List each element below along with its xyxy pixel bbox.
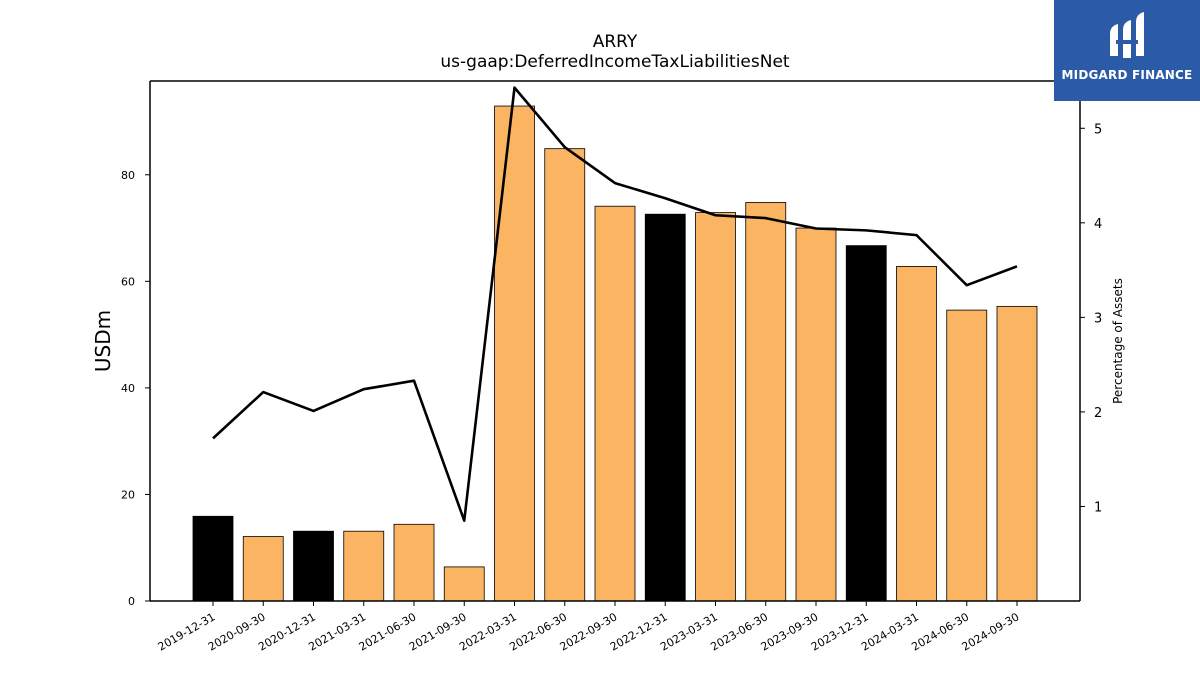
bar xyxy=(644,213,686,602)
y-tick-label: 80 xyxy=(121,169,135,182)
bar xyxy=(192,515,234,602)
percentage-line xyxy=(212,86,1018,522)
bar xyxy=(393,523,435,602)
bar xyxy=(795,227,837,602)
y2-tick-label: 1 xyxy=(1094,500,1102,515)
bar xyxy=(896,266,937,602)
y2-tick-label: 5 xyxy=(1094,122,1102,137)
bar xyxy=(494,105,535,602)
y-tick-label: 40 xyxy=(121,382,135,395)
bar xyxy=(946,309,988,602)
y2-tick-label: 4 xyxy=(1094,217,1102,232)
bar xyxy=(343,530,385,602)
bar xyxy=(594,205,636,602)
bar xyxy=(996,305,1038,602)
chart-title: ARRY xyxy=(592,32,638,52)
bar xyxy=(695,212,736,602)
midgard-finance-logo: MIDGARD FINANCE xyxy=(1054,0,1200,101)
bar xyxy=(845,245,887,602)
bar xyxy=(544,148,586,602)
chart-subtitle: us-gaap:DeferredIncomeTaxLiabilitiesNet xyxy=(440,52,790,72)
y2-tick-label: 2 xyxy=(1094,406,1102,421)
bar xyxy=(443,566,485,602)
y2-axis-label: Percentage of Assets xyxy=(1111,278,1125,404)
logo-text: MIDGARD FINANCE xyxy=(1061,68,1193,82)
y-tick-label: 0 xyxy=(128,595,135,608)
logo-mark-icon xyxy=(1110,12,1144,58)
y-tick-label: 60 xyxy=(121,275,135,288)
x-tick-label: 2024-09-30 xyxy=(960,610,1022,653)
bar xyxy=(745,202,787,602)
y-axis-label: USDm xyxy=(91,310,115,372)
bar xyxy=(293,530,334,602)
bar xyxy=(242,536,284,602)
y-tick-label: 20 xyxy=(121,488,135,501)
y2-tick-label: 3 xyxy=(1094,311,1102,326)
